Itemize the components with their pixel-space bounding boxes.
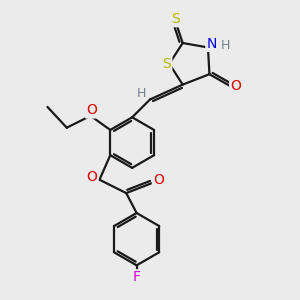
Text: S: S xyxy=(171,12,180,26)
Text: O: O xyxy=(230,79,241,93)
Text: O: O xyxy=(153,173,164,187)
Text: F: F xyxy=(133,270,141,284)
Text: N: N xyxy=(206,37,217,51)
Text: S: S xyxy=(163,57,171,71)
Text: H: H xyxy=(221,39,230,52)
Text: O: O xyxy=(87,170,98,184)
Text: H: H xyxy=(137,87,146,100)
Text: O: O xyxy=(86,103,97,118)
